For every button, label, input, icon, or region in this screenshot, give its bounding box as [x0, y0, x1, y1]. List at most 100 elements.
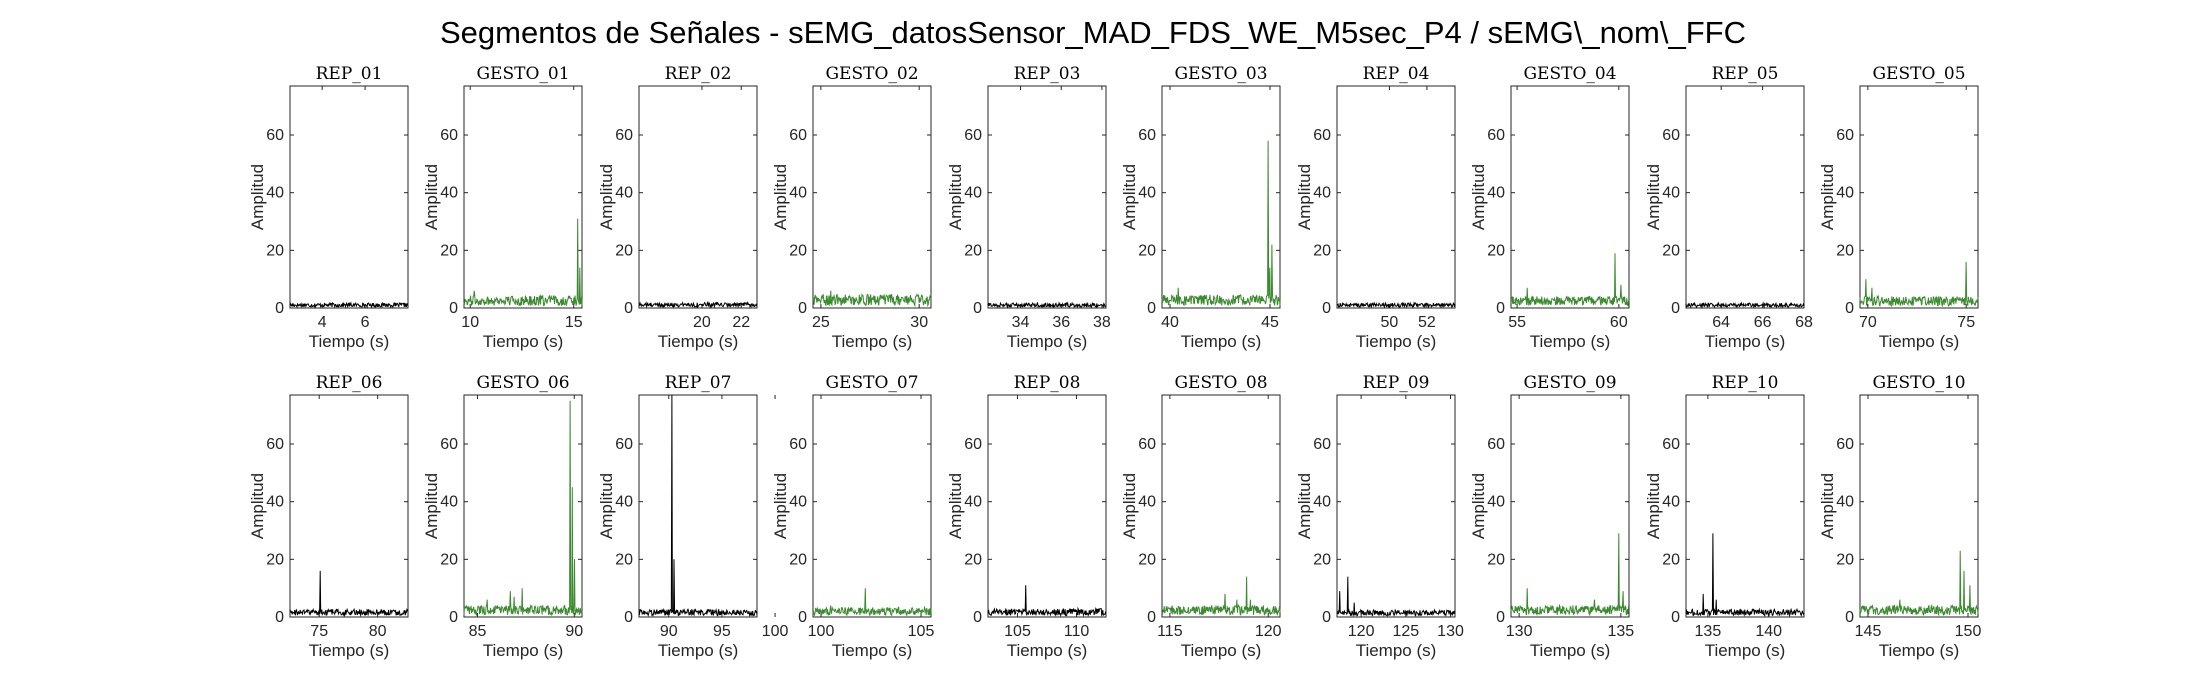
x-axis-label: Tiempo (s): [1007, 641, 1088, 660]
y-axis-label: Amplitud: [946, 164, 965, 230]
x-tick-label: 145: [1855, 623, 1882, 640]
axes-frame: [1161, 394, 1281, 618]
y-tick-label: 20: [789, 551, 807, 568]
subplot-title: GESTO_03: [1174, 64, 1267, 84]
y-tick-label: 60: [1313, 436, 1331, 453]
y-tick-label: 20: [440, 551, 458, 568]
x-tick-label: 25: [812, 314, 830, 331]
y-tick-label: 60: [615, 127, 633, 144]
y-axis-label: Amplitud: [1469, 164, 1488, 230]
subplot-title: REP_09: [1363, 373, 1430, 393]
subplot-rep-05: REP_05 0 20 40 60 64 66 68 Tiempo (s) Amplitud: [1644, 64, 1813, 351]
x-axis-label: Tiempo (s): [483, 641, 564, 660]
signal-line: [463, 218, 583, 307]
axes-frame: [812, 394, 932, 618]
y-tick-label: 40: [1836, 185, 1854, 202]
subplot-title: GESTO_09: [1523, 373, 1616, 393]
x-tick-label: 130: [1506, 623, 1533, 640]
x-tick-label: 10: [461, 314, 479, 331]
axes-frame: [463, 394, 583, 618]
y-tick-label: 40: [1662, 185, 1680, 202]
y-axis-label: Amplitud: [1818, 164, 1837, 230]
axes-frame: [1685, 394, 1805, 618]
x-tick-label: 38: [1093, 314, 1111, 331]
x-axis-label: Tiempo (s): [309, 641, 390, 660]
x-tick-label: 105: [1004, 623, 1031, 640]
signal-line: [639, 300, 758, 309]
axes-frame: [463, 85, 583, 309]
x-tick-label: 40: [1161, 314, 1179, 331]
x-axis-label: Tiempo (s): [1530, 332, 1611, 351]
y-tick-label: 60: [266, 436, 284, 453]
x-tick-label: 34: [1012, 314, 1030, 331]
x-axis-label: Tiempo (s): [1879, 332, 1960, 351]
y-tick-label: 40: [266, 185, 284, 202]
axes-frame: [289, 394, 409, 618]
y-tick-label: 20: [615, 551, 633, 568]
signal-line: [463, 400, 583, 617]
y-tick-label: 20: [964, 551, 982, 568]
x-tick-label: 100: [808, 623, 835, 640]
axes-frame: [1859, 85, 1979, 309]
x-tick-label: 30: [910, 314, 928, 331]
x-axis-label: Tiempo (s): [832, 641, 913, 660]
y-tick-label: 20: [1487, 242, 1505, 259]
x-axis-label: Tiempo (s): [483, 332, 564, 351]
x-axis-label: Tiempo (s): [1356, 641, 1437, 660]
x-tick-label: 64: [1712, 314, 1730, 331]
y-axis-label: Amplitud: [771, 164, 790, 230]
y-tick-label: 40: [1487, 185, 1505, 202]
y-tick-label: 60: [1836, 127, 1854, 144]
x-axis-label: Tiempo (s): [1356, 332, 1437, 351]
subplot-title: REP_02: [665, 64, 732, 84]
x-tick-label: 22: [732, 314, 750, 331]
y-tick-label: 0: [624, 609, 633, 626]
y-tick-label: 0: [973, 300, 982, 317]
x-tick-label: 120: [1255, 623, 1282, 640]
subplot-rep-03: REP_03 0 20 40 60 34 36 38 Tiempo (s) Amplitud: [946, 64, 1111, 351]
figure-title: Segmentos de Señales - sEMG_datosSensor_…: [440, 15, 1746, 50]
x-tick-label: 45: [1261, 314, 1279, 331]
axes-frame: [1510, 394, 1630, 618]
y-axis-label: Amplitud: [1120, 164, 1139, 230]
x-tick-label: 68: [1795, 314, 1813, 331]
y-axis-label: Amplitud: [1469, 473, 1488, 539]
x-tick-label: 125: [1392, 623, 1419, 640]
y-tick-label: 0: [1147, 609, 1156, 626]
y-tick-label: 20: [440, 242, 458, 259]
y-tick-label: 40: [1138, 494, 1156, 511]
axes-frame: [1161, 85, 1281, 309]
y-axis-label: Amplitud: [946, 473, 965, 539]
x-tick-label: 100: [762, 623, 789, 640]
y-tick-label: 60: [440, 436, 458, 453]
y-tick-label: 40: [789, 494, 807, 511]
y-tick-label: 0: [1845, 609, 1854, 626]
x-tick-label: 36: [1052, 314, 1070, 331]
subplot-title: GESTO_01: [476, 64, 569, 84]
subplot-title: GESTO_02: [825, 64, 918, 84]
y-tick-label: 60: [1313, 127, 1331, 144]
x-tick-label: 105: [908, 623, 935, 640]
y-tick-label: 40: [1313, 185, 1331, 202]
x-tick-label: 120: [1348, 623, 1375, 640]
x-axis-label: Tiempo (s): [658, 332, 739, 351]
y-tick-label: 40: [1313, 494, 1331, 511]
axes-frame: [1510, 85, 1630, 309]
x-tick-label: 80: [369, 623, 387, 640]
y-tick-label: 60: [964, 436, 982, 453]
y-tick-label: 60: [1487, 436, 1505, 453]
x-tick-label: 115: [1157, 623, 1183, 640]
y-tick-label: 20: [1487, 551, 1505, 568]
x-tick-label: 50: [1381, 314, 1399, 331]
subplot-rep-07: REP_07 0 20 40 60 90 95 100 Tiempo (s) Amplitud: [597, 373, 789, 660]
x-tick-label: 75: [310, 623, 328, 640]
y-tick-label: 60: [1662, 436, 1680, 453]
y-tick-label: 0: [1496, 609, 1505, 626]
y-tick-label: 40: [615, 185, 633, 202]
